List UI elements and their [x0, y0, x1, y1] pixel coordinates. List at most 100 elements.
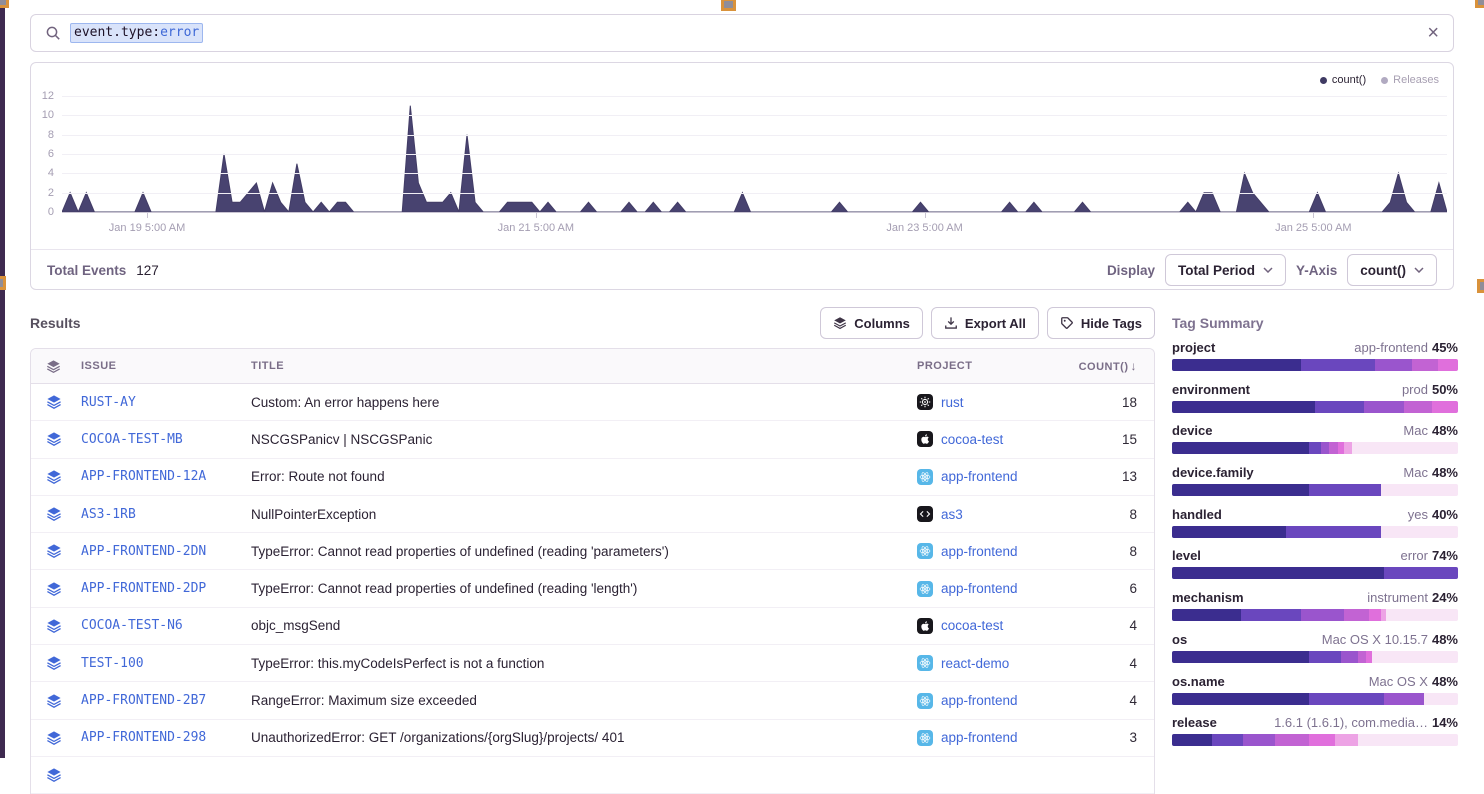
project-link[interactable]: app-frontend: [909, 543, 1069, 559]
tag-bar-segment[interactable]: [1172, 526, 1286, 538]
tag-bar-segment[interactable]: [1286, 526, 1380, 538]
project-link[interactable]: app-frontend: [909, 581, 1069, 597]
selection-handle-right-middle[interactable]: [1477, 279, 1484, 293]
tag-bar-segment[interactable]: [1375, 359, 1412, 371]
issue-link[interactable]: APP-FRONTEND-298: [77, 730, 251, 745]
tag-bar-segment[interactable]: [1241, 609, 1301, 621]
tag-bar-segment[interactable]: [1381, 526, 1458, 538]
tag-bar-segment[interactable]: [1309, 734, 1335, 746]
tag-bar-segment[interactable]: [1309, 693, 1383, 705]
selection-handle-left-middle[interactable]: [0, 276, 6, 290]
issue-link[interactable]: TEST-100: [77, 656, 251, 671]
tag-bar-segment[interactable]: [1172, 401, 1315, 413]
tag-bar-segment[interactable]: [1275, 734, 1309, 746]
tag-distribution-bar[interactable]: [1172, 734, 1458, 746]
column-header-title[interactable]: TITLE: [251, 360, 909, 372]
tag-bar-segment[interactable]: [1172, 734, 1212, 746]
issue-link[interactable]: APP-FRONTEND-2DP: [77, 581, 251, 596]
tag-bar-segment[interactable]: [1172, 651, 1309, 663]
tag-bar-segment[interactable]: [1301, 359, 1375, 371]
column-header-project[interactable]: PROJECT: [909, 360, 1069, 372]
selection-handle-top-right[interactable]: [1475, 0, 1484, 8]
tag-bar-segment[interactable]: [1172, 567, 1384, 579]
tag-distribution-bar[interactable]: [1172, 484, 1458, 496]
tag-bar-segment[interactable]: [1309, 442, 1320, 454]
tag-bar-segment[interactable]: [1172, 484, 1309, 496]
count-area-chart[interactable]: 024681012Jan 19 5:00 AMJan 21 5:00 AMJan…: [62, 93, 1447, 213]
tag-distribution-bar[interactable]: [1172, 442, 1458, 454]
tag-bar-segment[interactable]: [1172, 359, 1301, 371]
tag-bar-segment[interactable]: [1369, 609, 1380, 621]
columns-button[interactable]: Columns: [820, 307, 923, 339]
column-header-count[interactable]: COUNT()↓: [1069, 359, 1154, 373]
yaxis-dropdown[interactable]: count(): [1347, 254, 1437, 286]
issue-link[interactable]: APP-FRONTEND-12A: [77, 469, 251, 484]
issue-link[interactable]: RUST-AY: [77, 395, 251, 410]
tag-bar-segment[interactable]: [1358, 651, 1367, 663]
issue-link[interactable]: APP-FRONTEND-2B7: [77, 693, 251, 708]
tag-bar-segment[interactable]: [1301, 609, 1344, 621]
column-header-issue[interactable]: ISSUE: [77, 360, 251, 372]
display-dropdown[interactable]: Total Period: [1165, 254, 1286, 286]
project-link[interactable]: cocoa-test: [909, 431, 1069, 447]
project-link[interactable]: as3: [909, 506, 1069, 522]
tag-distribution-bar[interactable]: [1172, 693, 1458, 705]
tag-bar-segment[interactable]: [1358, 734, 1458, 746]
tag-bar-segment[interactable]: [1364, 401, 1404, 413]
tag-bar-segment[interactable]: [1404, 401, 1433, 413]
tag-bar-segment[interactable]: [1329, 442, 1338, 454]
tag-distribution-bar[interactable]: [1172, 651, 1458, 663]
tag-bar-segment[interactable]: [1243, 734, 1274, 746]
tag-bar-segment[interactable]: [1384, 567, 1458, 579]
tag-distribution-bar[interactable]: [1172, 609, 1458, 621]
tag-bar-segment[interactable]: [1335, 734, 1358, 746]
selection-handle-top-center[interactable]: [721, 0, 736, 11]
tag-bar-segment[interactable]: [1309, 484, 1381, 496]
tag-bar-segment[interactable]: [1321, 442, 1330, 454]
tag-distribution-bar[interactable]: [1172, 359, 1458, 371]
tag-distribution-bar[interactable]: [1172, 526, 1458, 538]
issue-link[interactable]: COCOA-TEST-MB: [77, 432, 251, 447]
apple-project-icon: [917, 431, 933, 447]
tag-bar-segment[interactable]: [1384, 693, 1424, 705]
project-link[interactable]: app-frontend: [909, 693, 1069, 709]
tag-bar-segment[interactable]: [1381, 484, 1458, 496]
tag-bar-segment[interactable]: [1412, 359, 1438, 371]
project-link[interactable]: rust: [909, 394, 1069, 410]
tag-bar-segment[interactable]: [1212, 734, 1243, 746]
tag-bar-segment[interactable]: [1172, 609, 1241, 621]
hide-tags-button[interactable]: Hide Tags: [1047, 307, 1155, 339]
project-link[interactable]: app-frontend: [909, 730, 1069, 746]
tag-bar-segment[interactable]: [1172, 442, 1309, 454]
tag-distribution-bar[interactable]: [1172, 567, 1458, 579]
tag-bar-segment[interactable]: [1386, 609, 1458, 621]
tag-distribution-bar[interactable]: [1172, 401, 1458, 413]
search-bar[interactable]: event.type:error ×: [30, 14, 1454, 52]
selection-handle-top-left[interactable]: [0, 0, 9, 8]
export-all-button[interactable]: Export All: [931, 307, 1039, 339]
project-link[interactable]: react-demo: [909, 655, 1069, 671]
tag-bar-segment[interactable]: [1172, 693, 1309, 705]
tag-bar-segment[interactable]: [1344, 442, 1353, 454]
issue-link[interactable]: AS3-1RB: [77, 507, 251, 522]
project-link[interactable]: cocoa-test: [909, 618, 1069, 634]
tag-bar-segment[interactable]: [1309, 651, 1340, 663]
tag-bar-segment[interactable]: [1432, 401, 1458, 413]
gridline-y-0: [62, 212, 1447, 213]
tag-bar-segment[interactable]: [1341, 651, 1358, 663]
tag-bar-segment[interactable]: [1372, 651, 1458, 663]
legend-item-releases[interactable]: Releases: [1381, 74, 1439, 86]
project-link[interactable]: app-frontend: [909, 469, 1069, 485]
tag-bar-segment[interactable]: [1352, 442, 1458, 454]
apple-project-icon: [917, 618, 933, 634]
tag-bar-segment[interactable]: [1438, 359, 1458, 371]
x-axis-tick-label: Jan 23 5:00 AM: [850, 222, 1000, 234]
tag-bar-segment[interactable]: [1344, 609, 1370, 621]
tag-bar-segment[interactable]: [1315, 401, 1364, 413]
clear-search-icon[interactable]: ×: [1427, 23, 1439, 43]
issue-link[interactable]: APP-FRONTEND-2DN: [77, 544, 251, 559]
legend-item-count[interactable]: count(): [1320, 74, 1366, 86]
search-query-token[interactable]: event.type:error: [70, 23, 203, 43]
tag-bar-segment[interactable]: [1424, 693, 1458, 705]
issue-link[interactable]: COCOA-TEST-N6: [77, 618, 251, 633]
